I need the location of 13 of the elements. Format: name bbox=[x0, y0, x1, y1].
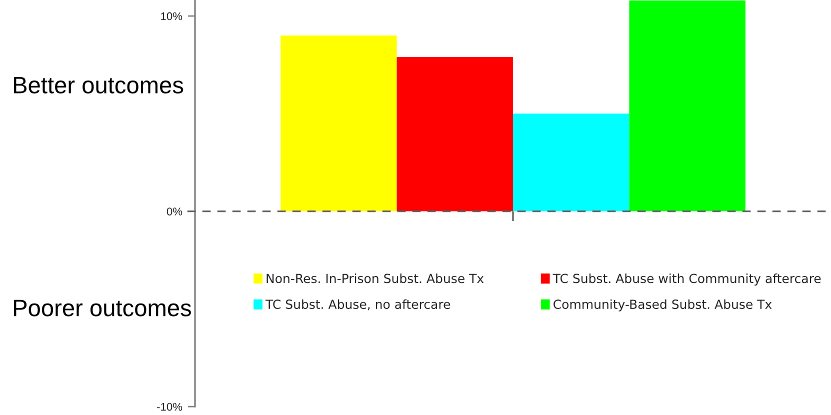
legend-label: Community-Based Subst. Abuse Tx bbox=[554, 299, 772, 312]
text: Better outcomes bbox=[14, 77, 184, 94]
bar bbox=[513, 114, 630, 212]
y-tick-label: -10% bbox=[157, 402, 182, 411]
y-tick-label: 10% bbox=[161, 12, 182, 20]
legend-label: TC Subst. Abuse, no aftercare bbox=[265, 299, 450, 310]
legend-label: TC Subst. Abuse with Community aftercare bbox=[552, 273, 821, 286]
bar bbox=[396, 57, 513, 212]
legend-label: Non-Res. In-Prison Subst. Abuse Tx bbox=[266, 273, 484, 284]
y-tick-label: 0% bbox=[166, 208, 182, 216]
bar bbox=[629, 0, 746, 212]
bar bbox=[280, 36, 397, 212]
annotation: Poorer outcomes bbox=[14, 300, 191, 316]
